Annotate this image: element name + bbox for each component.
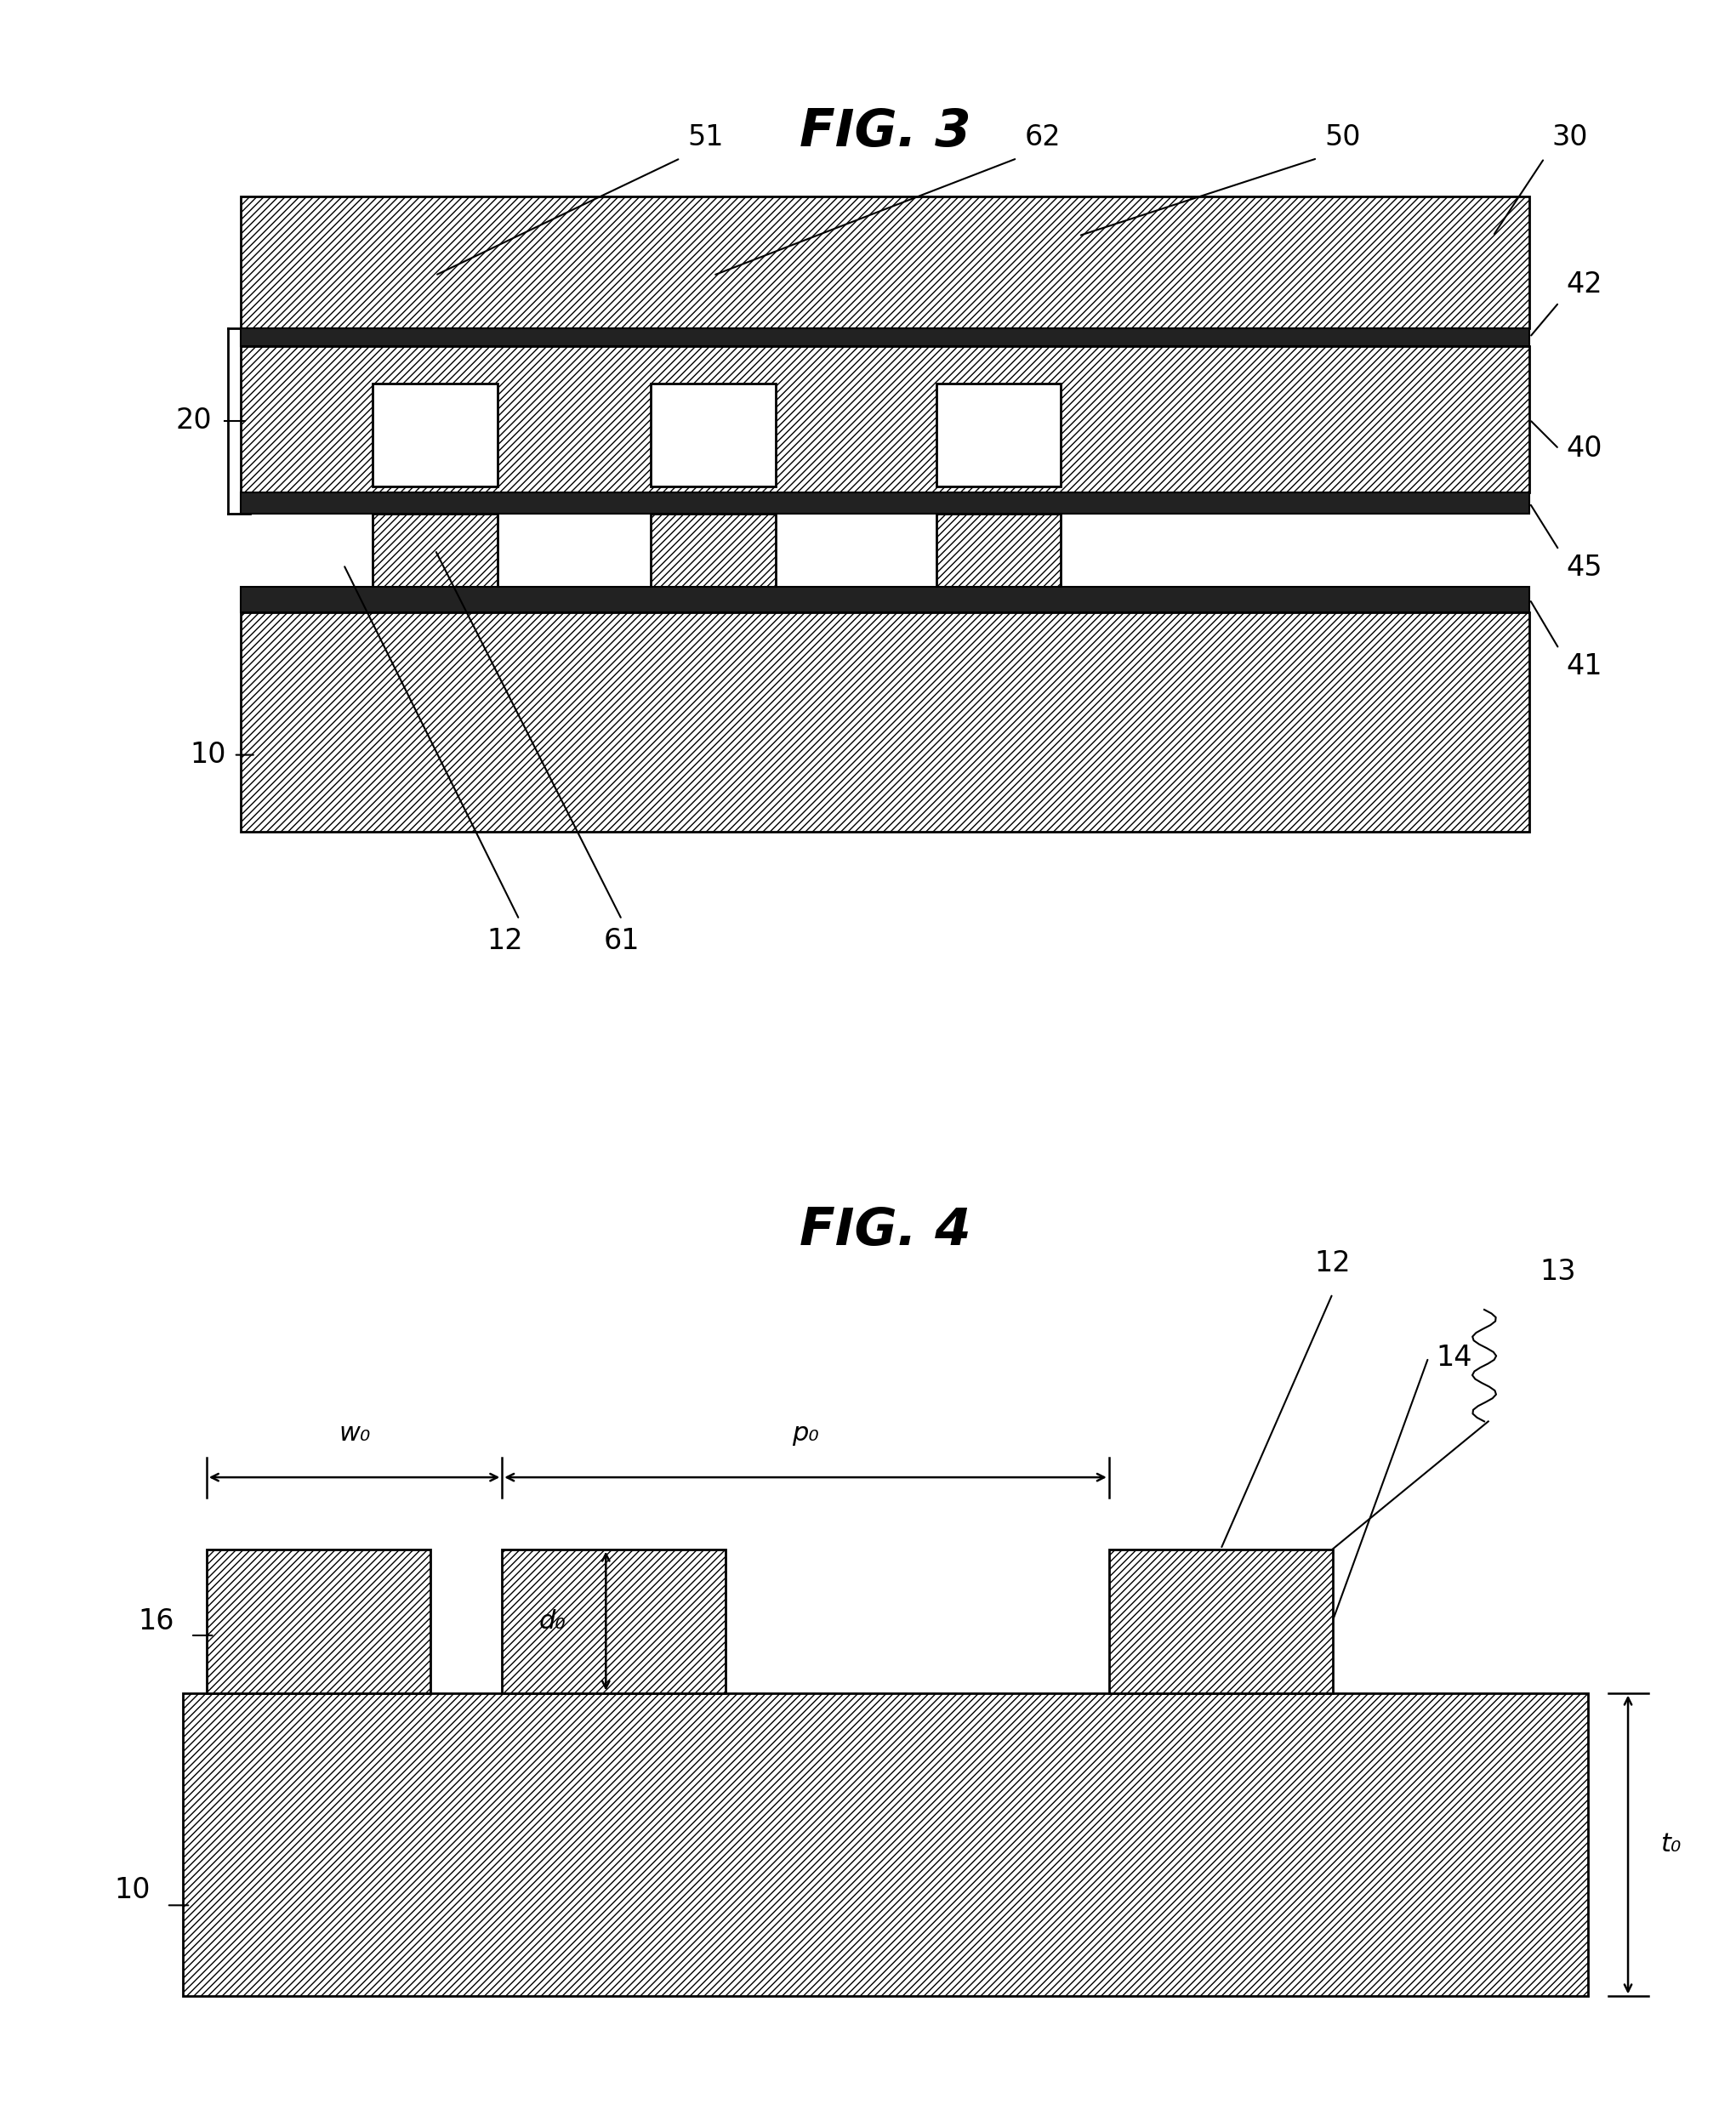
Text: 42: 42 xyxy=(1566,271,1602,299)
Text: 13: 13 xyxy=(1540,1258,1576,1286)
Text: 12: 12 xyxy=(486,928,523,955)
Text: 45: 45 xyxy=(1566,553,1602,581)
Text: d₀: d₀ xyxy=(540,1610,566,1633)
Bar xyxy=(241,328,1529,347)
Bar xyxy=(937,383,1061,486)
Bar xyxy=(651,513,776,587)
Text: 16: 16 xyxy=(139,1607,175,1635)
Bar xyxy=(373,383,496,486)
Text: 62: 62 xyxy=(1024,122,1061,151)
Bar xyxy=(502,1549,726,1694)
Text: 61: 61 xyxy=(604,928,641,955)
Bar xyxy=(207,1549,431,1694)
Text: FIG. 4: FIG. 4 xyxy=(800,1206,970,1256)
Text: 12: 12 xyxy=(1314,1250,1351,1277)
Text: 20: 20 xyxy=(175,406,212,436)
Text: 40: 40 xyxy=(1566,436,1602,463)
Bar xyxy=(241,347,1529,492)
Bar xyxy=(241,587,1529,612)
Text: t₀: t₀ xyxy=(1660,1833,1680,1858)
Text: p₀: p₀ xyxy=(792,1420,819,1445)
Text: FIG. 3: FIG. 3 xyxy=(800,107,970,158)
Bar xyxy=(241,492,1529,513)
Text: 50: 50 xyxy=(1325,122,1361,151)
Text: 10: 10 xyxy=(115,1877,151,1904)
Bar xyxy=(241,612,1529,831)
Text: 10: 10 xyxy=(191,741,226,768)
Bar xyxy=(937,513,1061,587)
Text: 30: 30 xyxy=(1552,122,1588,151)
Text: 51: 51 xyxy=(687,122,724,151)
Bar xyxy=(373,513,496,587)
Bar xyxy=(1109,1549,1333,1694)
Text: w₀: w₀ xyxy=(339,1420,370,1445)
Text: 14: 14 xyxy=(1436,1344,1472,1372)
Bar xyxy=(241,196,1529,328)
Text: 41: 41 xyxy=(1566,652,1602,680)
Bar xyxy=(651,383,776,486)
Bar xyxy=(182,1694,1588,1997)
